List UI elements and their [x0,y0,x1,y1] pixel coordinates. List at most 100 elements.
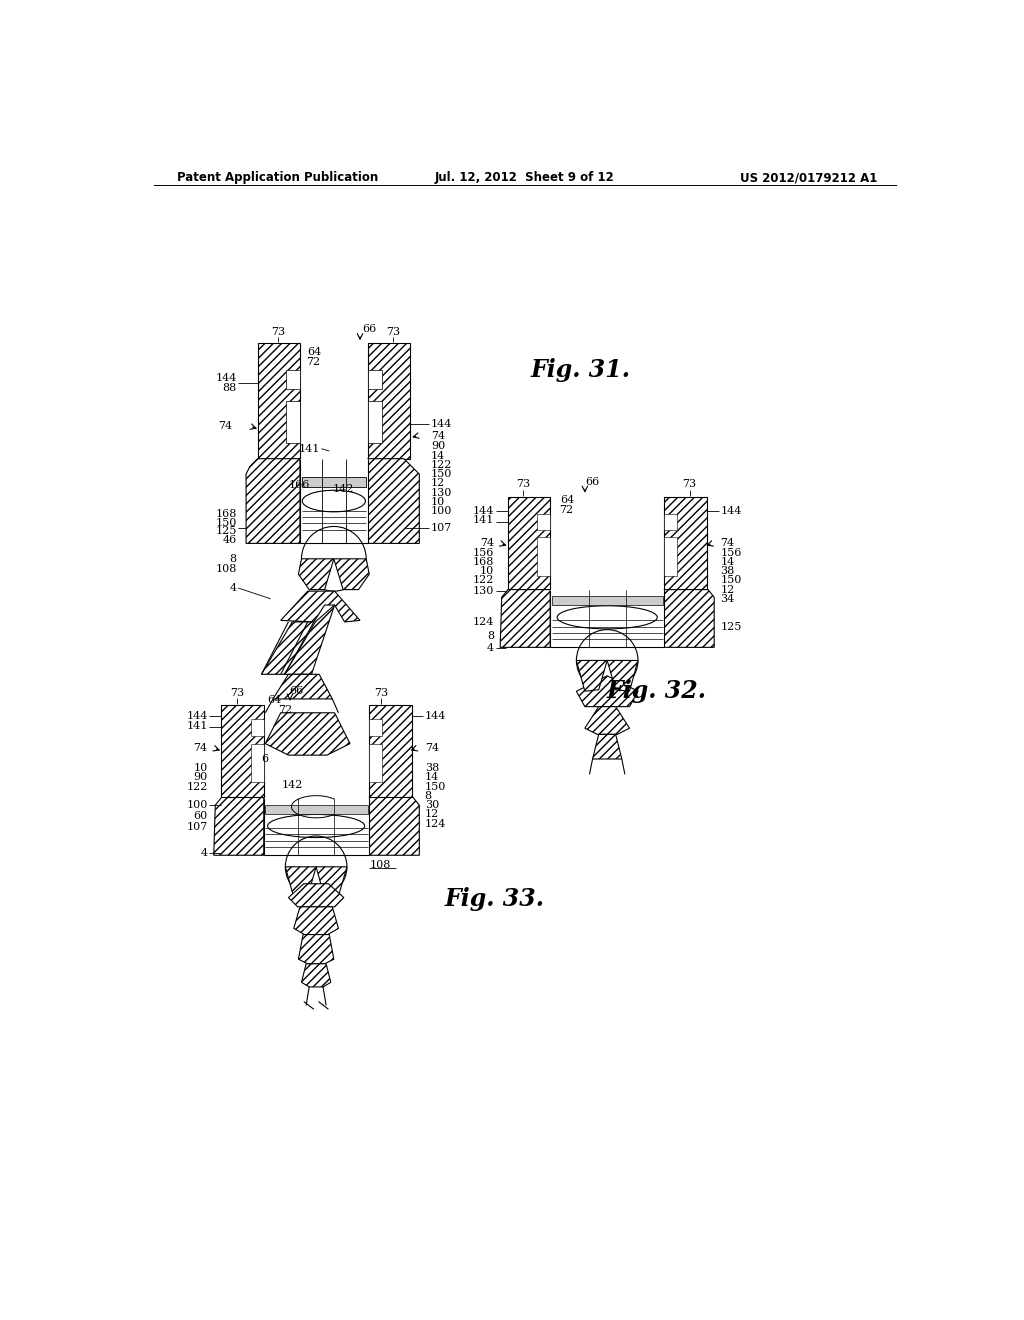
Text: 72: 72 [559,504,573,515]
Text: 124: 124 [425,818,446,829]
Text: 12: 12 [425,809,439,820]
Polygon shape [316,867,347,898]
Text: 66: 66 [586,477,600,487]
Polygon shape [370,797,419,855]
Text: 144: 144 [473,506,494,516]
Text: 64: 64 [560,495,574,506]
Text: 38: 38 [425,763,439,774]
Text: Jul. 12, 2012  Sheet 9 of 12: Jul. 12, 2012 Sheet 9 of 12 [435,172,614,185]
Polygon shape [273,675,333,700]
Text: 30: 30 [425,800,439,810]
Polygon shape [301,964,331,987]
Text: 72: 72 [306,356,321,367]
Text: 141: 141 [186,721,208,731]
Polygon shape [500,590,550,647]
Polygon shape [368,343,410,459]
Text: 73: 73 [271,326,286,337]
Text: 14: 14 [431,450,445,461]
Text: 144: 144 [720,506,741,516]
Text: 73: 73 [516,479,530,490]
Text: 64: 64 [307,347,322,358]
Text: 10: 10 [194,763,208,774]
Text: 72: 72 [279,705,293,714]
Polygon shape [334,558,370,590]
Bar [300,459,368,544]
Text: 150: 150 [425,781,446,792]
Polygon shape [289,884,344,907]
Text: 150: 150 [215,517,237,528]
Text: 34: 34 [720,594,734,603]
Bar [368,401,382,444]
Text: 125: 125 [215,527,237,536]
Text: 46: 46 [222,535,237,545]
Text: 156: 156 [473,548,494,557]
Polygon shape [281,591,360,622]
Polygon shape [593,734,622,759]
Bar [368,370,382,389]
Polygon shape [508,498,550,590]
Polygon shape [577,660,607,692]
Polygon shape [258,343,300,459]
Ellipse shape [302,490,366,512]
Text: 107: 107 [431,523,453,533]
Bar [538,537,550,576]
Polygon shape [261,622,313,675]
Text: 142: 142 [333,483,353,494]
Text: Fig. 31.: Fig. 31. [531,358,631,383]
Text: 14: 14 [720,557,734,566]
Text: 10: 10 [480,566,494,576]
Polygon shape [301,478,367,487]
Text: 100: 100 [186,800,208,810]
Text: 8: 8 [486,631,494,640]
Text: 144: 144 [215,372,237,383]
Text: 150: 150 [431,469,453,479]
Text: 73: 73 [683,479,696,490]
Polygon shape [294,907,339,935]
Polygon shape [552,595,663,605]
Text: 74: 74 [425,743,439,754]
Text: 100: 100 [431,506,453,516]
Text: 90: 90 [431,441,445,451]
Bar [286,370,300,389]
Bar [251,743,264,781]
Ellipse shape [557,606,657,628]
Text: Fig. 33.: Fig. 33. [444,887,545,911]
Text: 168: 168 [215,510,237,519]
Text: 74: 74 [480,539,494,548]
Bar [538,515,550,529]
Text: 60: 60 [194,810,208,821]
Text: 122: 122 [431,459,453,470]
Text: 166: 166 [289,480,310,490]
Text: Patent Application Publication: Patent Application Publication [177,172,378,185]
Text: 150: 150 [720,576,741,585]
Bar [665,537,677,576]
Polygon shape [577,676,638,706]
Text: 10: 10 [431,496,445,507]
Text: 107: 107 [186,822,208,832]
Polygon shape [246,459,300,544]
Bar [550,590,665,647]
Text: 38: 38 [720,566,734,576]
Text: 156: 156 [720,548,741,557]
Text: 73: 73 [229,688,244,698]
Text: 4: 4 [201,847,208,858]
Text: 74: 74 [720,539,734,548]
Polygon shape [607,660,638,692]
Text: 130: 130 [431,487,453,498]
Text: 122: 122 [186,781,208,792]
Text: 88: 88 [222,383,237,393]
Polygon shape [665,498,707,590]
Text: 144: 144 [431,418,453,429]
Text: 12: 12 [720,585,734,594]
Text: 122: 122 [473,576,494,585]
Polygon shape [298,558,334,590]
Text: 74: 74 [431,430,445,441]
Text: 66: 66 [289,686,303,696]
Text: 124: 124 [473,616,494,627]
Polygon shape [370,705,412,797]
Polygon shape [665,590,714,647]
Polygon shape [265,713,350,755]
Text: 66: 66 [362,325,377,334]
Text: 8: 8 [229,554,237,564]
Text: 90: 90 [194,772,208,783]
